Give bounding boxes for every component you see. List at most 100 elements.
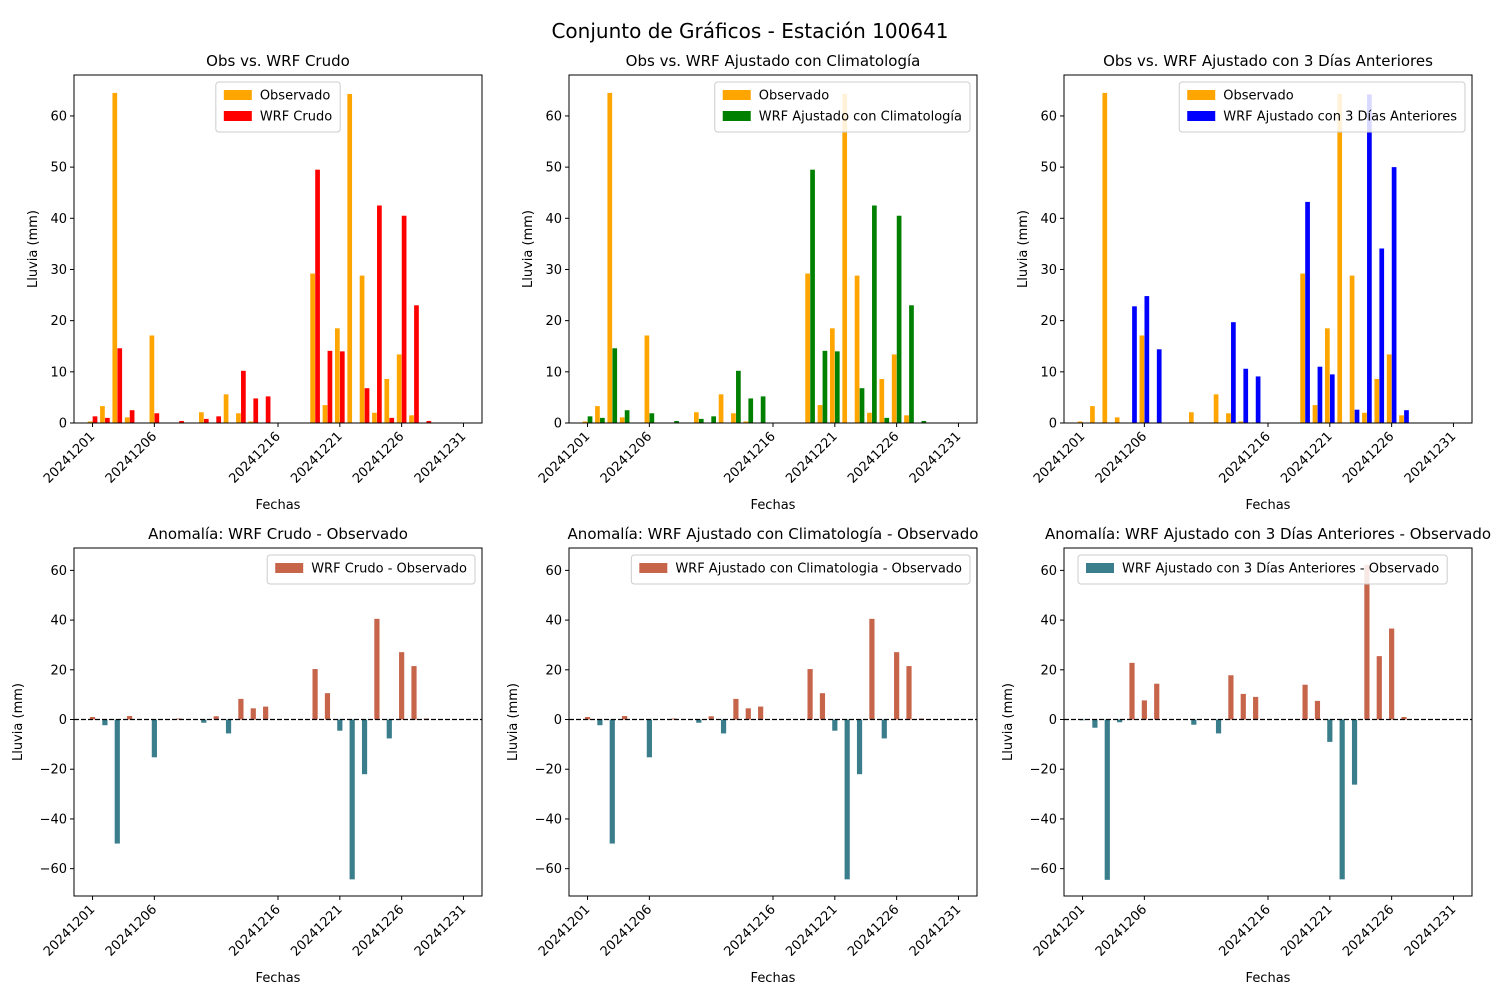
bar-observado-20241226	[396, 354, 402, 423]
legend-swatch-1	[275, 563, 304, 573]
legend-label-1: WRF Crudo - Observado	[311, 562, 467, 577]
bar-observado-20241219	[310, 273, 315, 423]
bar-anomaly-20241225	[1376, 656, 1382, 720]
chart-panel-6: −60 −40 −20 0 20 40 60 20241201 20241206 20241216…	[1001, 525, 1491, 986]
panel-title: Obs vs. WRF Ajustado con 3 Días Anterior…	[1103, 52, 1433, 70]
bar-anomaly-20241222	[349, 719, 355, 880]
bar-wrf-20241205	[1132, 306, 1137, 423]
y-axis-label: Lluvia (mm)	[506, 683, 521, 761]
panel-title: Obs vs. WRF Crudo	[206, 52, 350, 70]
x-tick-label: 20241221	[783, 902, 840, 959]
bar-observado-20241214	[248, 421, 254, 423]
bar-observado-20241213	[1226, 413, 1231, 423]
y-tick-label: 40	[50, 614, 67, 629]
y-tick-label: 0	[554, 713, 562, 728]
bar-observado-20241202	[100, 406, 105, 423]
y-tick-label: 0	[1049, 417, 1057, 432]
legend-box	[630, 554, 971, 585]
bar-anomaly-20241227	[906, 666, 912, 720]
bar-wrf-20241228	[921, 420, 927, 423]
x-axis-label: Fechas	[256, 971, 301, 986]
y-tick-label: 60	[50, 109, 67, 124]
bar-wrf-20241227	[414, 305, 419, 423]
legend: WRF Ajustado con 3 Días Anteriores - Obs…	[1077, 554, 1448, 585]
y-tick-label: 30	[1040, 263, 1057, 278]
bar-anomaly-20241212	[720, 719, 727, 734]
bar-wrf-20241223	[364, 388, 370, 423]
legend-box	[1178, 81, 1466, 133]
y-tick-label: 30	[545, 263, 562, 278]
bar-anomaly-20241213	[733, 698, 739, 720]
x-tick-label: 20241226	[845, 429, 902, 486]
y-axis-label: Lluvia (mm)	[1016, 210, 1031, 288]
bar-anomaly-20241222	[1339, 719, 1345, 880]
bar-wrf-20241219	[315, 169, 320, 423]
y-tick-label: −60	[40, 862, 67, 877]
y-tick-label: −60	[535, 862, 562, 877]
bar-observado-20241203	[1102, 92, 1108, 423]
x-tick-label: 20241231	[1402, 902, 1459, 959]
bar-observado-20241210	[1188, 412, 1194, 423]
bar-anomaly-20241219	[807, 669, 813, 720]
bar-observado-20241202	[595, 406, 600, 423]
bar-observado-20241219	[1300, 273, 1305, 423]
panel-title: Obs vs. WRF Ajustado con Climatología	[626, 52, 921, 70]
bar-anomaly-20241214	[1240, 693, 1246, 720]
bar-wrf-20241210	[203, 418, 209, 423]
bar-anomaly-20241227	[1401, 717, 1407, 720]
bar-wrf-20241227	[1404, 410, 1409, 423]
legend: WRF Ajustado con Climatologia - Observad…	[630, 554, 971, 585]
bar-wrf-20241226	[896, 215, 902, 423]
legend-swatch-1	[223, 90, 252, 100]
y-tick-label: 50	[1040, 161, 1057, 176]
bar-anomaly-20241206	[151, 719, 157, 758]
bar-anomaly-20241204	[1117, 719, 1123, 723]
y-tick-label: 30	[50, 263, 67, 278]
plot-area	[584, 618, 924, 880]
bar-anomaly-20241212	[1215, 719, 1222, 734]
bar-anomaly-20241207	[1154, 683, 1160, 720]
bar-anomaly-20241202	[597, 719, 603, 726]
bar-observado-20241201	[582, 421, 588, 423]
y-tick-label: 60	[1040, 109, 1057, 124]
y-tick-label: 40	[1040, 212, 1057, 227]
y-tick-label: 10	[545, 365, 562, 380]
bar-observado-20241212	[223, 394, 229, 423]
bar-anomaly-20241203	[609, 719, 615, 844]
bar-observado-20241220	[817, 405, 823, 423]
x-tick-label: 20241206	[1093, 429, 1150, 486]
x-tick-label: 20241206	[598, 902, 655, 959]
y-tick-label: −20	[1030, 763, 1057, 778]
bar-observado-20241219	[805, 273, 810, 423]
x-tick-label: 20241231	[412, 902, 469, 959]
bar-anomaly-20241201	[584, 717, 591, 720]
y-tick-label: −20	[535, 763, 562, 778]
bar-anomaly-20241219	[1302, 684, 1308, 720]
figure-title: Conjunto de Gráficos - Estación 100641	[551, 19, 948, 43]
bar-wrf-20241204	[129, 410, 135, 423]
x-tick-label: 20241216	[1216, 902, 1273, 959]
bar-anomaly-20241223	[361, 719, 368, 775]
bar-observado-20241224	[867, 412, 872, 423]
y-tick-label: 20	[1040, 663, 1057, 678]
bar-anomaly-20241221	[1327, 719, 1333, 742]
bar-observado-20241202	[1090, 406, 1095, 423]
plot-area	[1077, 92, 1409, 423]
bar-wrf-20241228	[426, 420, 432, 423]
bar-anomaly-20241223	[856, 719, 863, 775]
bar-observado-20241221	[334, 328, 340, 423]
bar-anomaly-20241215	[1253, 696, 1259, 720]
x-tick-label: 20241216	[1216, 429, 1273, 486]
bar-observado-20241223	[359, 275, 365, 423]
chart-panel-4: −60 −40 −20 0 20 40 60 20241201 20241206 20241216…	[11, 525, 483, 986]
y-tick-label: −40	[535, 812, 562, 827]
bar-wrf-20241221	[834, 351, 840, 423]
bar-anomaly-20241213	[1228, 675, 1234, 720]
x-tick-label: 20241201	[1031, 902, 1088, 959]
bar-observado-20241206	[1139, 335, 1145, 423]
bar-observado-20241227	[1399, 415, 1404, 423]
plot-area	[582, 92, 927, 423]
panel-title: Anomalía: WRF Ajustado con Climatología …	[568, 525, 979, 543]
x-tick-label: 20241226	[845, 902, 902, 959]
x-tick-label: 20241231	[907, 902, 964, 959]
